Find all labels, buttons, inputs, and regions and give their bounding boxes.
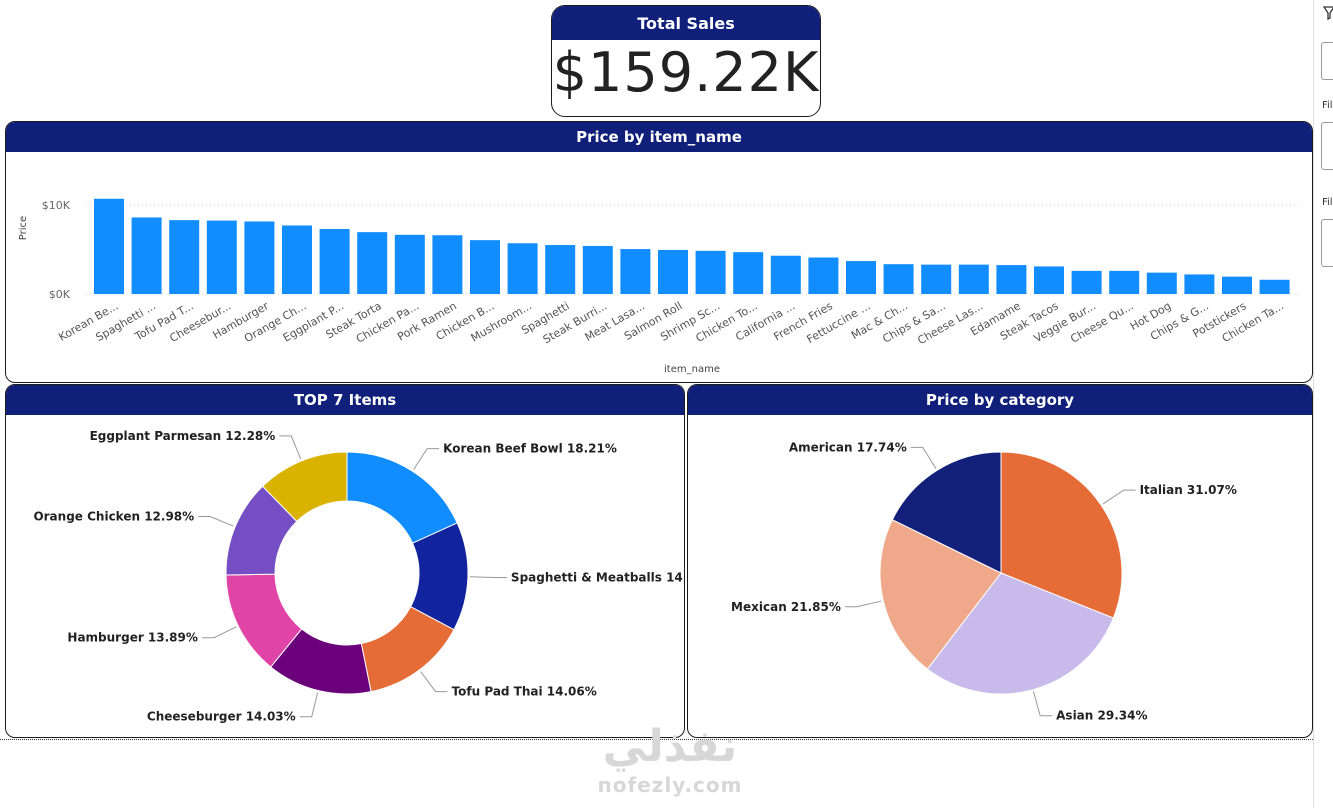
leader-line xyxy=(1102,489,1136,505)
bar xyxy=(357,232,388,294)
funnel-icon[interactable] xyxy=(1323,6,1333,20)
pie-chart: Italian 31.07% Asian 29.34% Mexican 21.85%… xyxy=(731,440,1237,723)
donut-chart-title: TOP 7 Items xyxy=(6,385,684,415)
slice-label: Eggplant Parmesan 12.28% xyxy=(90,429,276,443)
slice-label: Tofu Pad Thai 14.06% xyxy=(452,685,597,699)
leader-line xyxy=(413,448,440,470)
bar xyxy=(169,220,200,294)
slice-label: American 17.74% xyxy=(789,440,907,454)
bar xyxy=(319,229,350,294)
bar xyxy=(282,225,312,294)
bar xyxy=(733,252,764,294)
bar xyxy=(545,245,576,294)
price-by-item-card[interactable]: Price by item_name $0K $10K Price Korean Be… xyxy=(5,121,1313,383)
bar xyxy=(394,234,425,294)
bar xyxy=(658,249,688,294)
bar xyxy=(921,264,952,294)
leader-line xyxy=(1033,691,1053,717)
leader-line xyxy=(198,516,234,527)
bar xyxy=(620,249,651,294)
bar xyxy=(1222,276,1252,294)
bar xyxy=(432,235,463,294)
bar xyxy=(131,217,162,294)
pie-slice xyxy=(261,451,348,523)
leader-line xyxy=(279,435,302,460)
slice-label: Korean Beef Bowl 18.21% xyxy=(443,442,617,456)
filter-label: Fil xyxy=(1322,197,1333,208)
slice-label: Spaghetti & Meatballs 14.55% xyxy=(511,571,684,585)
bar xyxy=(206,220,237,294)
slice-label: Mexican 21.85% xyxy=(731,600,841,614)
donut-chart: Korean Beef Bowl 18.21% Spaghetti & Meatb… xyxy=(33,429,684,724)
slice-label: Cheeseburger 14.03% xyxy=(147,710,296,724)
bar xyxy=(1034,266,1064,294)
leader-line xyxy=(469,576,507,579)
page-boundary xyxy=(0,739,1313,740)
pie-slice xyxy=(879,519,1002,670)
bar xyxy=(470,240,500,294)
slice-label: Asian 29.34% xyxy=(1056,709,1147,723)
y-tick-label: $0K xyxy=(49,288,71,301)
y-tick-label: $10K xyxy=(42,199,71,212)
filters-pane[interactable] xyxy=(1313,0,1333,808)
pie-slice xyxy=(346,451,458,544)
slice-label: Orange Chicken 12.98% xyxy=(33,510,194,524)
bar xyxy=(695,250,726,294)
bar xyxy=(808,257,839,294)
watermark-logo: نفذلي nofezly.com xyxy=(560,720,780,796)
filter-card[interactable] xyxy=(1321,122,1333,170)
bar xyxy=(883,264,914,294)
pie-slice xyxy=(891,451,1002,574)
filter-label: Fil xyxy=(1322,100,1333,111)
slice-label: Hamburger 13.89% xyxy=(67,631,198,645)
total-sales-value: $159.22K xyxy=(552,41,820,104)
slice-label: Italian 31.07% xyxy=(1140,483,1237,497)
bar xyxy=(1146,272,1177,294)
bar xyxy=(1184,274,1215,294)
leader-line xyxy=(844,600,882,608)
pie-slice xyxy=(926,572,1114,695)
filter-card[interactable] xyxy=(1321,219,1333,267)
bar xyxy=(1109,270,1140,294)
x-axis-title: item_name xyxy=(664,364,720,375)
y-axis-title: Price xyxy=(18,216,29,240)
bar xyxy=(244,221,275,294)
leader-line xyxy=(201,626,237,639)
top-items-card[interactable]: TOP 7 Items Korean Beef Bowl 18.21% Spagh… xyxy=(5,384,685,738)
total-sales-card[interactable]: Total Sales $159.22K xyxy=(551,5,821,117)
pie-chart-title: Price by category xyxy=(688,385,1312,415)
total-sales-title: Total Sales xyxy=(552,6,820,40)
bar xyxy=(996,265,1027,294)
watermark-latin: nofezly.com xyxy=(597,773,743,797)
price-by-category-card[interactable]: Price by category Italian 31.07% Asian 29… xyxy=(687,384,1313,738)
bar xyxy=(846,261,876,294)
bar xyxy=(507,243,538,294)
pie-slice xyxy=(1000,451,1123,619)
watermark-arabic: نفذلي xyxy=(602,721,738,772)
leader-line xyxy=(299,692,319,718)
filter-search-box[interactable] xyxy=(1321,42,1333,80)
leader-line xyxy=(420,671,448,693)
bar-chart-title: Price by item_name xyxy=(6,122,1312,152)
bar xyxy=(1259,279,1290,294)
bar xyxy=(94,198,124,294)
bar xyxy=(958,264,989,294)
bar xyxy=(1071,270,1102,294)
leader-line xyxy=(910,446,937,469)
bar xyxy=(770,255,801,294)
bar xyxy=(582,245,613,294)
